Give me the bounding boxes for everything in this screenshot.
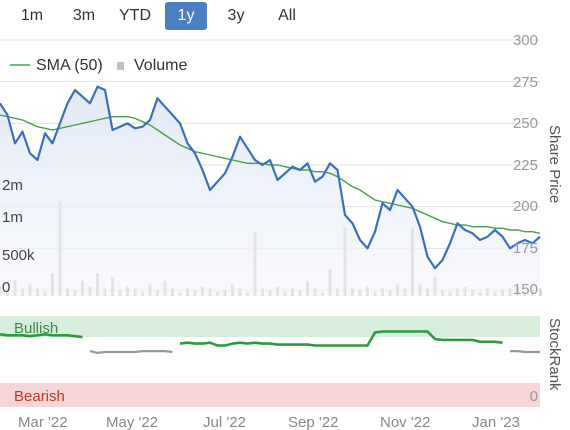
y-tick-label: 250: [513, 115, 538, 132]
range-3m-button[interactable]: 3m: [72, 7, 96, 24]
volume-legend-label: Volume: [134, 57, 187, 74]
price-line: [0, 85, 541, 270]
y-tick-label: 225: [513, 157, 538, 174]
x-tick-label: Jan '23: [472, 414, 520, 430]
range-all-button[interactable]: All: [278, 7, 296, 24]
x-tick-label: Jul '22: [203, 414, 246, 430]
x-tick-label: May '22: [106, 414, 158, 430]
x-axis: Mar '22 May '22 Jul '22 Sep '22 Nov '22 …: [18, 414, 520, 430]
range-ytd-button[interactable]: YTD: [119, 7, 151, 24]
volume-tick-label: 1m: [2, 209, 23, 226]
sma-legend-label: SMA (50): [36, 57, 103, 74]
bearish-value: 0: [530, 388, 538, 405]
y-tick-label: 150: [513, 281, 538, 298]
y-tick-label: 175: [513, 240, 538, 257]
legend: SMA (50) Volume: [10, 57, 187, 74]
price-area: [0, 86, 540, 296]
x-tick-label: Sep '22: [288, 414, 338, 430]
bullish-label: Bullish: [14, 320, 58, 337]
range-3y-button[interactable]: 3y: [227, 7, 245, 24]
x-tick-label: Mar '22: [18, 414, 68, 430]
stockrank-line-neutral: [89, 350, 540, 355]
range-1m-button[interactable]: 1m: [20, 7, 44, 24]
y-tick-label: 200: [513, 198, 538, 215]
volume-axis: 2m 1m 500k 0: [2, 177, 35, 296]
y-axis: 300 275 250 225 200 175 150: [513, 32, 538, 298]
y-tick-label: 275: [513, 74, 538, 91]
stockrank-line-bullish: [0, 330, 503, 347]
share-price-axis-label: Share Price: [546, 125, 563, 203]
stockrank-axis-label: StockRank: [546, 318, 563, 391]
bearish-band: [0, 383, 540, 407]
sma-line: [0, 114, 541, 234]
volume-tick-label: 500k: [2, 247, 35, 264]
x-tick-label: Nov '22: [380, 414, 430, 430]
y-tick-label: 300: [513, 32, 538, 49]
volume-tick-label: 2m: [2, 177, 23, 194]
range-1y-button[interactable]: 1y: [165, 2, 207, 30]
bearish-label: Bearish: [14, 388, 65, 405]
volume-legend-swatch: [117, 62, 124, 70]
volume-tick-label: 0: [2, 279, 10, 296]
bullish-band: [0, 316, 540, 337]
